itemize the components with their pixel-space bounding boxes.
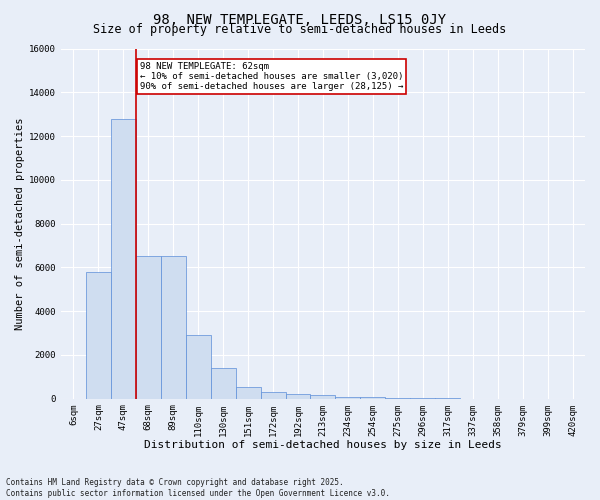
Bar (361, 397, 385, 398)
Bar (136, 256, 161, 398)
X-axis label: Distribution of semi-detached houses by size in Leeds: Distribution of semi-detached houses by … (144, 440, 502, 450)
Bar (86, 272, 111, 398)
Text: Contains HM Land Registry data © Crown copyright and database right 2025.
Contai: Contains HM Land Registry data © Crown c… (6, 478, 390, 498)
Bar (236, 386, 260, 398)
Text: 98, NEW TEMPLEGATE, LEEDS, LS15 0JY: 98, NEW TEMPLEGATE, LEEDS, LS15 0JY (154, 12, 446, 26)
Bar (211, 368, 236, 398)
Bar (286, 394, 310, 398)
Bar (161, 256, 185, 398)
Y-axis label: Number of semi-detached properties: Number of semi-detached properties (15, 118, 25, 330)
Bar (111, 118, 136, 398)
Bar (310, 396, 335, 398)
Text: 98 NEW TEMPLEGATE: 62sqm
← 10% of semi-detached houses are smaller (3,020)
90% o: 98 NEW TEMPLEGATE: 62sqm ← 10% of semi-d… (140, 62, 403, 92)
Bar (260, 392, 286, 398)
Bar (335, 396, 361, 398)
Text: Size of property relative to semi-detached houses in Leeds: Size of property relative to semi-detach… (94, 22, 506, 36)
Bar (185, 335, 211, 398)
